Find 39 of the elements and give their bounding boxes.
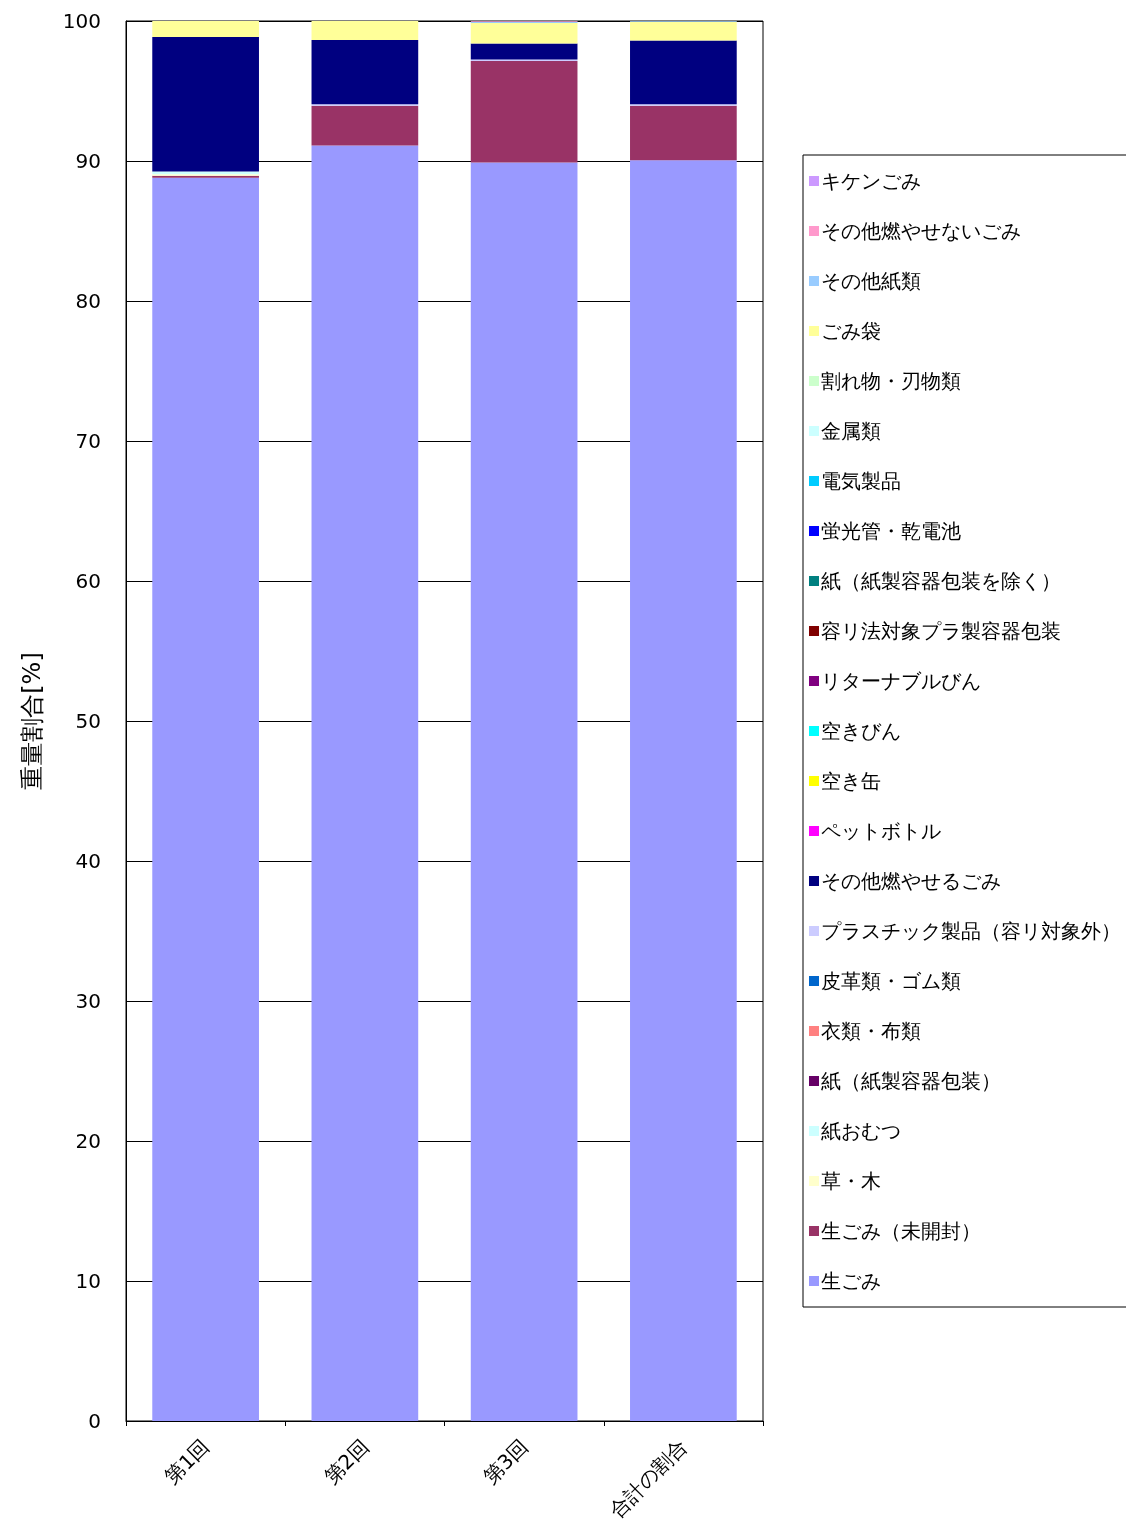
y-axis-title: 重量割合[%]: [18, 652, 46, 790]
x-tick-label: 第2回: [319, 1434, 374, 1489]
legend-label: 空き缶: [821, 769, 881, 793]
legend-label: その他燃やせないごみ: [821, 219, 1021, 243]
legend-label: リターナブルびん: [821, 669, 981, 693]
y-tick-label: 20: [75, 1129, 101, 1153]
y-tick-label: 10: [75, 1269, 101, 1293]
legend-label: 金属類: [821, 419, 881, 443]
legend-label: キケンごみ: [821, 169, 921, 193]
y-tick-label: 100: [62, 9, 101, 33]
y-tick-label: 60: [75, 569, 101, 593]
legend-label: 生ごみ: [821, 1269, 881, 1293]
y-tick-label: 70: [75, 429, 101, 453]
legend-label: その他紙類: [821, 269, 921, 293]
legend-label: 草・木: [821, 1169, 881, 1193]
y-tick-label: 0: [88, 1409, 101, 1433]
legend-label: 紙おむつ: [821, 1119, 901, 1143]
legend-label: ごみ袋: [821, 319, 881, 343]
legend-label: 皮革類・ゴム類: [821, 969, 961, 993]
x-tick-label: 第1回: [159, 1434, 215, 1489]
legend-label: 割れ物・刃物類: [821, 369, 961, 393]
y-tick-label: 50: [75, 709, 101, 733]
y-tick-label: 80: [75, 289, 101, 313]
legend-label: 容リ法対象プラ製容器包装: [821, 619, 1061, 643]
y-tick-label: 30: [75, 989, 101, 1013]
legend-label: 衣類・布類: [821, 1019, 921, 1043]
legend-label: 紙（紙製容器包装）: [821, 1069, 1001, 1093]
legend-label: 空きびん: [821, 719, 901, 743]
legend-label: 生ごみ（未開封）: [821, 1219, 981, 1243]
legend-label: 電気製品: [821, 469, 901, 493]
x-tick-label: 合計の割合: [604, 1434, 692, 1523]
legend-label: プラスチック製品（容リ対象外）: [821, 919, 1121, 943]
y-tick-label: 90: [75, 149, 101, 173]
legend-label: ペットボトル: [821, 819, 941, 843]
x-tick-label: 第3回: [478, 1434, 533, 1489]
legend-label: その他燃やせるごみ: [821, 869, 1001, 893]
legend-label: 紙（紙製容器包装を除く）: [821, 569, 1061, 593]
legend-label: 蛍光管・乾電池: [821, 519, 961, 543]
y-tick-label: 40: [75, 849, 101, 873]
